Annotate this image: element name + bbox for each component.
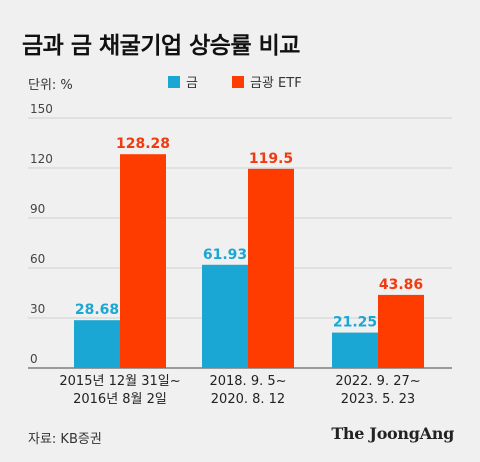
bar-gold-2 bbox=[332, 332, 378, 368]
legend-item-gold: 금 bbox=[168, 72, 198, 91]
bar-etf-1 bbox=[248, 168, 294, 368]
x-tick-label-1-1: 2020. 8. 12 bbox=[211, 392, 285, 407]
chart-title: 금과 금 채굴기업 상승률 비교 bbox=[22, 33, 300, 59]
publisher-logo: The JoongAng bbox=[331, 424, 454, 443]
bar-etf-2 bbox=[378, 294, 424, 368]
y-tick-label: 120 bbox=[30, 152, 53, 166]
x-tick-label-0-1: 2016년 8월 2일 bbox=[73, 392, 167, 407]
bars bbox=[74, 154, 424, 368]
source-note: 자료: KB증권 bbox=[28, 432, 102, 447]
legend-swatch-etf bbox=[232, 75, 244, 88]
x-tick-labels: 2015년 12월 31일~ 2016년 8월 2일 2018. 9. 5~ 2020… bbox=[59, 374, 420, 407]
legend-label-etf: 금광 ETF bbox=[250, 76, 302, 91]
y-tick-label: 90 bbox=[30, 202, 45, 216]
y-tick-label: 60 bbox=[30, 252, 45, 266]
x-tick-label-1-0: 2018. 9. 5~ bbox=[209, 374, 286, 389]
data-label-etf-2: 43.86 bbox=[379, 277, 423, 293]
unit-label: 단위: % bbox=[28, 78, 73, 93]
y-tick-label: 150 bbox=[30, 102, 53, 116]
value-labels: 28.68 128.28 61.93 119.5 21.25 43.86 bbox=[75, 136, 423, 330]
data-label-gold-1: 61.93 bbox=[203, 247, 247, 263]
y-tick-label: 30 bbox=[30, 302, 45, 316]
legend-swatch-gold bbox=[168, 75, 180, 88]
bar-gold-0 bbox=[74, 320, 120, 368]
data-label-gold-2: 21.25 bbox=[333, 315, 377, 331]
x-tick-label-0-0: 2015년 12월 31일~ bbox=[59, 374, 180, 389]
x-tick-label-2-0: 2022. 9. 27~ bbox=[335, 374, 420, 389]
y-tick-label: 0 bbox=[30, 352, 38, 366]
legend-item-etf: 금광 ETF bbox=[232, 72, 302, 91]
data-label-etf-1: 119.5 bbox=[249, 151, 293, 167]
bar-gold-1 bbox=[202, 264, 248, 368]
data-label-etf-0: 128.28 bbox=[116, 136, 170, 152]
x-tick-label-2-1: 2023. 5. 23 bbox=[341, 392, 415, 407]
data-label-gold-0: 28.68 bbox=[75, 302, 119, 318]
legend-label-gold: 금 bbox=[186, 76, 198, 91]
bar-etf-0 bbox=[120, 154, 166, 368]
